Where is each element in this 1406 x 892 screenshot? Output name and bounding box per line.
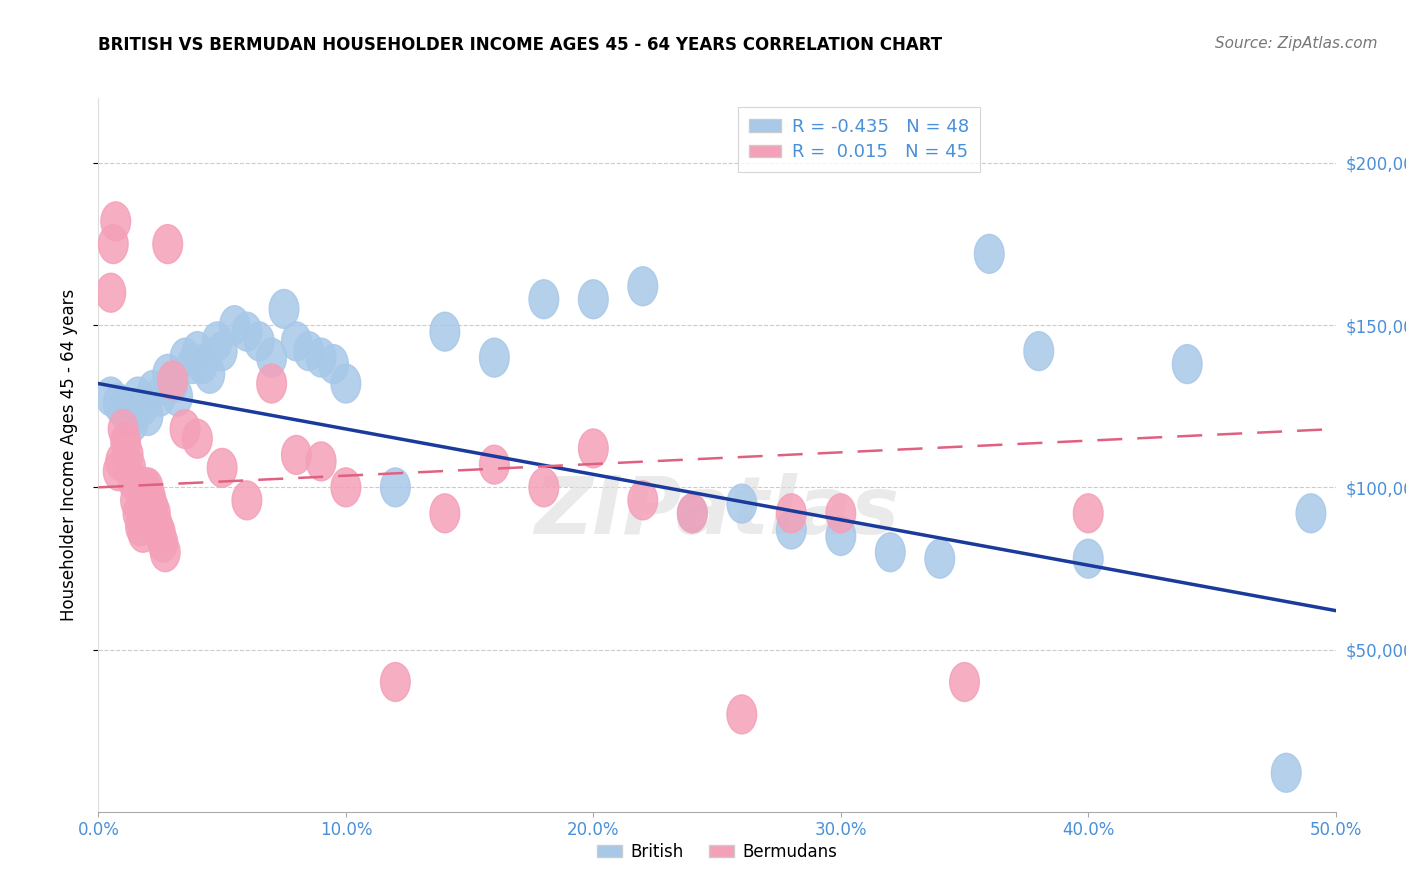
Ellipse shape: [294, 332, 323, 370]
Y-axis label: Householder Income Ages 45 - 64 years: Householder Income Ages 45 - 64 years: [59, 289, 77, 621]
Ellipse shape: [111, 423, 141, 461]
Ellipse shape: [183, 419, 212, 458]
Ellipse shape: [118, 403, 148, 442]
Ellipse shape: [330, 364, 361, 403]
Ellipse shape: [776, 494, 806, 533]
Ellipse shape: [101, 202, 131, 241]
Ellipse shape: [98, 225, 128, 263]
Ellipse shape: [727, 695, 756, 734]
Ellipse shape: [269, 290, 299, 328]
Ellipse shape: [141, 494, 170, 533]
Ellipse shape: [187, 344, 217, 384]
Ellipse shape: [281, 435, 311, 475]
Ellipse shape: [114, 397, 143, 435]
Ellipse shape: [128, 513, 157, 552]
Text: BRITISH VS BERMUDAN HOUSEHOLDER INCOME AGES 45 - 64 YEARS CORRELATION CHART: BRITISH VS BERMUDAN HOUSEHOLDER INCOME A…: [98, 36, 942, 54]
Ellipse shape: [232, 312, 262, 351]
Ellipse shape: [1296, 494, 1326, 533]
Ellipse shape: [307, 442, 336, 481]
Ellipse shape: [170, 409, 200, 449]
Ellipse shape: [381, 663, 411, 701]
Ellipse shape: [177, 344, 207, 384]
Ellipse shape: [118, 461, 148, 500]
Ellipse shape: [134, 397, 163, 435]
Ellipse shape: [163, 377, 193, 416]
Ellipse shape: [430, 312, 460, 351]
Ellipse shape: [157, 361, 187, 400]
Ellipse shape: [114, 435, 143, 475]
Ellipse shape: [381, 468, 411, 507]
Ellipse shape: [157, 364, 187, 403]
Ellipse shape: [135, 477, 166, 516]
Ellipse shape: [825, 494, 856, 533]
Ellipse shape: [150, 533, 180, 572]
Ellipse shape: [974, 235, 1004, 273]
Ellipse shape: [1173, 344, 1202, 384]
Ellipse shape: [825, 516, 856, 556]
Ellipse shape: [245, 322, 274, 361]
Ellipse shape: [195, 354, 225, 393]
Ellipse shape: [134, 468, 163, 507]
Ellipse shape: [170, 338, 200, 377]
Ellipse shape: [207, 449, 238, 487]
Ellipse shape: [876, 533, 905, 572]
Text: Source: ZipAtlas.com: Source: ZipAtlas.com: [1215, 36, 1378, 51]
Ellipse shape: [145, 513, 176, 552]
Ellipse shape: [202, 322, 232, 361]
Ellipse shape: [124, 494, 153, 533]
Ellipse shape: [1271, 754, 1301, 792]
Ellipse shape: [96, 377, 125, 416]
Ellipse shape: [949, 663, 980, 701]
Ellipse shape: [776, 510, 806, 549]
Ellipse shape: [104, 384, 134, 423]
Ellipse shape: [153, 354, 183, 393]
Ellipse shape: [578, 429, 609, 468]
Ellipse shape: [96, 273, 125, 312]
Ellipse shape: [430, 494, 460, 533]
Text: ZIPatlas: ZIPatlas: [534, 473, 900, 551]
Ellipse shape: [125, 507, 155, 546]
Ellipse shape: [578, 280, 609, 318]
Ellipse shape: [108, 390, 138, 429]
Ellipse shape: [124, 377, 153, 416]
Ellipse shape: [153, 225, 183, 263]
Ellipse shape: [105, 442, 135, 481]
Ellipse shape: [678, 494, 707, 533]
Ellipse shape: [143, 507, 173, 546]
Ellipse shape: [145, 377, 176, 416]
Legend: British, Bermudans: British, Bermudans: [591, 837, 844, 868]
Ellipse shape: [104, 451, 134, 491]
Ellipse shape: [108, 409, 138, 449]
Ellipse shape: [1073, 540, 1104, 578]
Ellipse shape: [257, 364, 287, 403]
Ellipse shape: [628, 481, 658, 520]
Ellipse shape: [727, 484, 756, 523]
Ellipse shape: [138, 370, 167, 409]
Ellipse shape: [148, 523, 177, 562]
Ellipse shape: [183, 332, 212, 370]
Ellipse shape: [219, 306, 249, 344]
Ellipse shape: [1024, 332, 1053, 370]
Ellipse shape: [115, 449, 145, 487]
Ellipse shape: [529, 280, 558, 318]
Ellipse shape: [232, 481, 262, 520]
Ellipse shape: [529, 468, 558, 507]
Ellipse shape: [479, 445, 509, 484]
Ellipse shape: [281, 322, 311, 361]
Ellipse shape: [925, 540, 955, 578]
Ellipse shape: [479, 338, 509, 377]
Ellipse shape: [138, 487, 167, 526]
Ellipse shape: [1073, 494, 1104, 533]
Ellipse shape: [207, 332, 238, 370]
Ellipse shape: [121, 481, 150, 520]
Ellipse shape: [307, 338, 336, 377]
Ellipse shape: [131, 468, 160, 507]
Ellipse shape: [330, 468, 361, 507]
Ellipse shape: [257, 338, 287, 377]
Ellipse shape: [319, 344, 349, 384]
Ellipse shape: [678, 494, 707, 533]
Ellipse shape: [128, 387, 157, 425]
Ellipse shape: [628, 267, 658, 306]
